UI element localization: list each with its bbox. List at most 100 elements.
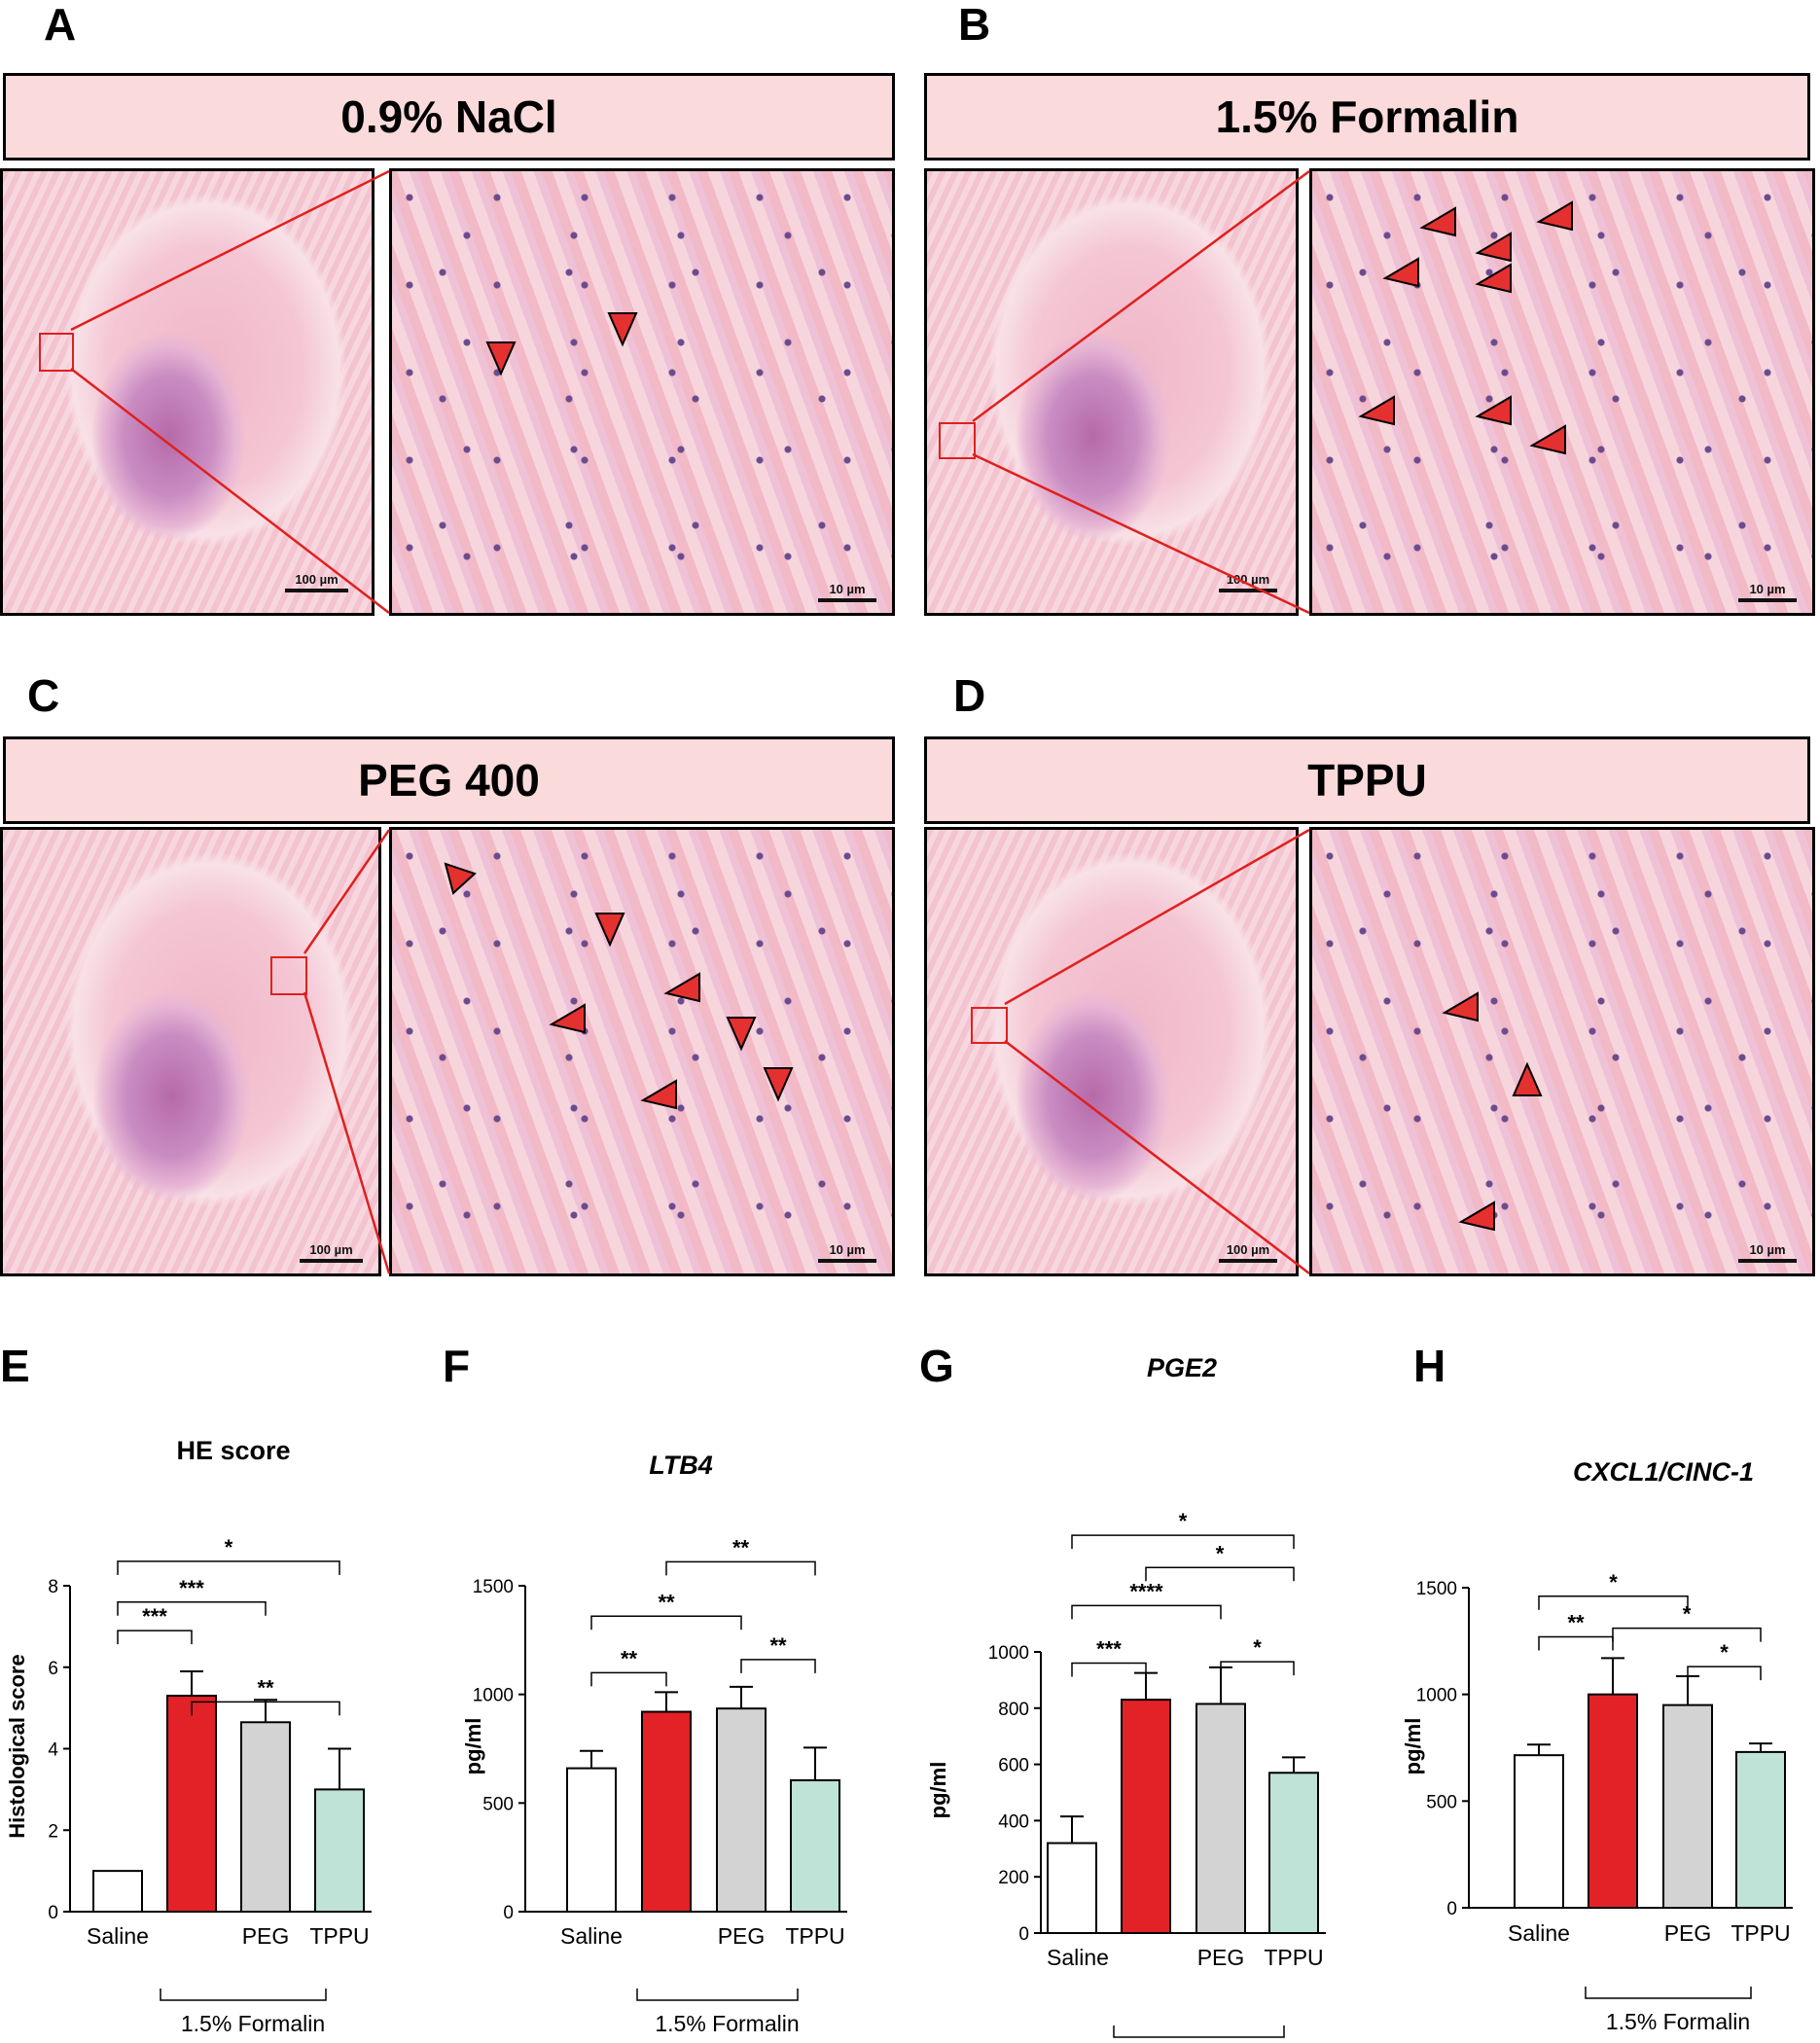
significance-label: **: [257, 1675, 274, 1700]
panel-letter-g: G: [919, 1341, 954, 1391]
x-category-label: PEG: [1664, 1920, 1712, 1946]
inset-box: [39, 333, 74, 372]
significance-bracket: [1071, 1604, 1222, 1620]
chart-title: HE score: [176, 1436, 290, 1465]
y-tick-label: 1000: [1416, 1686, 1457, 1706]
group-label: 1.5% Formalin: [655, 2011, 799, 2036]
micrograph-high-b: 10 µm: [1309, 168, 1815, 616]
group-label: 1.5% Formalin: [1606, 2009, 1750, 2034]
x-category-label: Saline: [1047, 1945, 1109, 1970]
significance-label: ****: [1129, 1579, 1163, 1603]
chart-title: CXCL1/CINC-1: [1573, 1457, 1754, 1487]
bar: [1047, 1842, 1097, 1935]
scalebar-high: 10 µm: [818, 1242, 876, 1263]
group-bracket: [160, 1989, 327, 2001]
inset-box: [939, 422, 976, 459]
x-category-label: TPPU: [1264, 1945, 1323, 1970]
bar: [1268, 1772, 1319, 1934]
significance-bracket: [590, 1671, 667, 1687]
significance-label: ***: [1096, 1637, 1122, 1662]
micrograph-low-b: 100 µm: [924, 168, 1299, 616]
y-tick-label: 1500: [1416, 1579, 1457, 1599]
y-tick-label: 0: [1446, 1899, 1457, 1919]
panel-letter-c: C: [27, 670, 60, 721]
significance-bracket: [1220, 1661, 1295, 1676]
significance-bracket: [117, 1560, 340, 1575]
panel-letter-h: H: [1413, 1341, 1445, 1391]
scalebar-high: 10 µm: [1738, 582, 1797, 602]
panel-title-d: TPPU: [924, 736, 1810, 824]
scalebar-low: 100 µm: [1219, 1242, 1277, 1263]
x-category-label: Saline: [1508, 1920, 1570, 1946]
panel-title-b: 1.5% Formalin: [924, 73, 1810, 161]
bar: [641, 1710, 692, 1913]
y-tick-label: 1500: [473, 1577, 514, 1597]
y-axis-label: Histological score: [5, 1654, 29, 1839]
bar: [314, 1788, 365, 1913]
micrograph-high-a: 10 µm: [389, 168, 895, 616]
significance-label: *: [1720, 1640, 1729, 1665]
inset-box: [971, 1007, 1008, 1044]
inset-box: [270, 956, 307, 995]
chart-h: H CXCL1/CINC-1 0 500 1000 1500 pg/ml Saline PEG T…: [1401, 1341, 1793, 2034]
significance-bracket: [191, 1701, 340, 1716]
y-axis-label: pg/ml: [1401, 1718, 1425, 1775]
micrograph-high-d: 10 µm: [1309, 827, 1815, 1276]
bar: [166, 1695, 217, 1913]
significance-bracket: [1071, 1662, 1147, 1677]
significance-bracket: [1538, 1595, 1689, 1610]
significance-label: **: [769, 1633, 787, 1658]
panel-title-c: PEG 400: [3, 736, 895, 824]
significance-label: **: [658, 1590, 675, 1614]
y-axis-label: pg/ml: [461, 1718, 485, 1775]
significance-bracket: [1612, 1627, 1762, 1642]
significance-label: ***: [142, 1604, 167, 1629]
bar: [790, 1778, 840, 1913]
significance-bracket: [1687, 1666, 1762, 1681]
scalebar-low: 100 µm: [300, 1242, 363, 1263]
y-tick-label: 0: [503, 1903, 514, 1923]
x-category-label: PEG: [242, 1923, 290, 1949]
scalebar-low: 100 µm: [285, 572, 348, 592]
significance-bracket: [1145, 1566, 1295, 1582]
significance-label: *: [1253, 1635, 1262, 1660]
y-tick-label: 500: [482, 1794, 514, 1814]
y-tick-label: 0: [48, 1903, 58, 1923]
bar: [1121, 1699, 1171, 1934]
significance-label: ***: [179, 1576, 204, 1600]
bar-charts: E HE score 0 2 4 6 8 Histological score Saline PE…: [0, 1341, 1793, 2038]
y-tick-label: 400: [998, 1811, 1029, 1832]
significance-bracket: [590, 1615, 742, 1631]
significance-bracket: [740, 1659, 816, 1673]
y-tick-label: 2: [48, 1821, 58, 1842]
scalebar-low: 100 µm: [1219, 572, 1277, 592]
bar: [240, 1721, 291, 1913]
panel-letter-a: A: [44, 0, 77, 50]
panel-title-a: 0.9% NaCl: [3, 73, 895, 161]
group-bracket: [1585, 1987, 1752, 1999]
micrograph-low-c: 100 µm: [0, 827, 381, 1276]
panel-letter-b: B: [958, 0, 991, 50]
bar: [716, 1707, 767, 1913]
significance-bracket: [117, 1601, 267, 1616]
bar: [1588, 1693, 1638, 1909]
bar: [1662, 1703, 1713, 1909]
scalebar-high: 10 µm: [1738, 1242, 1797, 1263]
significance-label: *: [1179, 1509, 1188, 1533]
significance-label: *: [1216, 1541, 1225, 1565]
chart-f: F LTB4 0 500 1000 1500 pg/ml Saline PEG TPPU 1.5% …: [443, 1341, 847, 2036]
significance-label: **: [621, 1646, 638, 1670]
group-bracket: [1113, 2025, 1285, 2038]
chart-title: LTB4: [649, 1451, 713, 1480]
x-category-label: Saline: [560, 1923, 623, 1949]
x-category-label: PEG: [718, 1923, 766, 1949]
micrograph-high-c: 10 µm: [389, 827, 895, 1276]
bar: [1195, 1702, 1246, 1934]
y-tick-label: 200: [998, 1868, 1029, 1888]
y-tick-label: 1000: [988, 1643, 1029, 1664]
x-category-label: TPPU: [1731, 1920, 1790, 1946]
y-tick-label: 500: [1426, 1792, 1457, 1812]
bar: [92, 1870, 143, 1913]
significance-label: *: [1609, 1570, 1618, 1595]
y-tick-label: 8: [48, 1577, 58, 1597]
